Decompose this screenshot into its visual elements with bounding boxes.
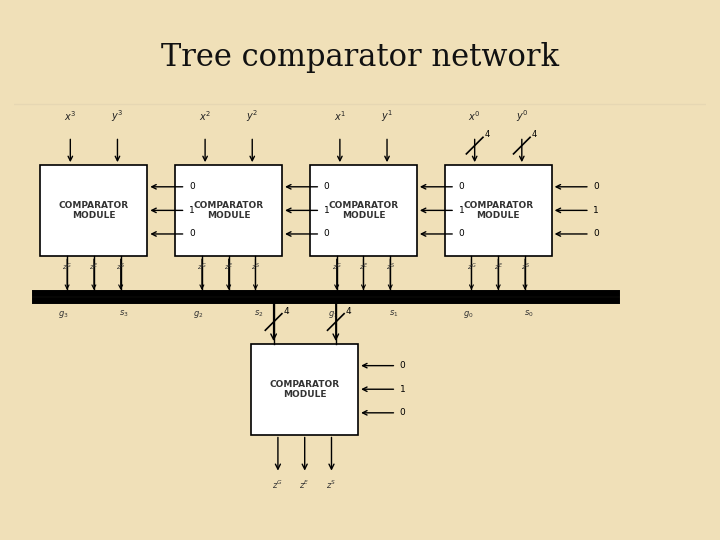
Text: $s_2$: $s_2$ bbox=[254, 309, 264, 319]
Text: 0: 0 bbox=[593, 183, 599, 191]
Text: 0: 0 bbox=[400, 361, 405, 370]
Text: $z^G$: $z^G$ bbox=[197, 262, 207, 273]
Text: 0: 0 bbox=[189, 183, 194, 191]
Text: 4: 4 bbox=[531, 130, 536, 139]
Text: $z^E$: $z^E$ bbox=[89, 262, 99, 273]
Text: $s_3$: $s_3$ bbox=[120, 309, 129, 319]
Text: 0: 0 bbox=[324, 183, 330, 191]
Text: 1: 1 bbox=[400, 384, 405, 394]
Bar bbox=[445, 165, 552, 256]
Text: COMPARATOR
MODULE: COMPARATOR MODULE bbox=[270, 380, 340, 399]
Text: 1: 1 bbox=[189, 206, 194, 215]
Text: COMPARATOR
MODULE: COMPARATOR MODULE bbox=[463, 201, 534, 220]
Text: $x^0$: $x^0$ bbox=[469, 109, 481, 123]
Text: $s_1$: $s_1$ bbox=[389, 309, 398, 319]
Text: $z^S$: $z^S$ bbox=[521, 262, 529, 273]
Text: 4: 4 bbox=[283, 307, 289, 316]
Text: $z^S$: $z^S$ bbox=[116, 262, 125, 273]
Text: $y^0$: $y^0$ bbox=[516, 108, 528, 124]
Text: 0: 0 bbox=[189, 230, 194, 239]
Text: 0: 0 bbox=[400, 408, 405, 417]
Text: $y^2$: $y^2$ bbox=[246, 108, 258, 124]
Text: $z^G$: $z^G$ bbox=[467, 262, 476, 273]
Text: 0: 0 bbox=[593, 230, 599, 239]
Text: $y^3$: $y^3$ bbox=[112, 108, 124, 124]
Text: $g_3$: $g_3$ bbox=[58, 309, 69, 320]
Text: $z^E$: $z^E$ bbox=[300, 478, 310, 491]
Text: 0: 0 bbox=[459, 183, 464, 191]
Text: $g_0$: $g_0$ bbox=[463, 309, 473, 320]
Text: 4: 4 bbox=[346, 307, 351, 316]
Text: COMPARATOR
MODULE: COMPARATOR MODULE bbox=[194, 201, 264, 220]
Text: $x^2$: $x^2$ bbox=[199, 109, 211, 123]
Text: 0: 0 bbox=[324, 230, 330, 239]
Text: $z^E$: $z^E$ bbox=[224, 262, 233, 273]
Text: $g_1$: $g_1$ bbox=[328, 309, 338, 320]
Text: $z^E$: $z^E$ bbox=[359, 262, 368, 273]
Text: $z^G$: $z^G$ bbox=[63, 262, 72, 273]
Text: $z^S$: $z^S$ bbox=[251, 262, 260, 273]
Text: $y^1$: $y^1$ bbox=[381, 108, 393, 124]
Bar bbox=[251, 344, 359, 435]
Text: $z^G$: $z^G$ bbox=[332, 262, 341, 273]
Text: 1: 1 bbox=[459, 206, 464, 215]
Text: 1: 1 bbox=[324, 206, 330, 215]
Bar bbox=[40, 165, 148, 256]
Bar bbox=[175, 165, 282, 256]
Text: $z^G$: $z^G$ bbox=[272, 478, 284, 491]
Text: $z^S$: $z^S$ bbox=[326, 478, 337, 491]
Text: $s_0$: $s_0$ bbox=[523, 309, 534, 319]
Text: $z^S$: $z^S$ bbox=[386, 262, 395, 273]
Text: $z^E$: $z^E$ bbox=[494, 262, 503, 273]
Bar bbox=[310, 165, 417, 256]
Text: $g_2$: $g_2$ bbox=[193, 309, 204, 320]
Text: 1: 1 bbox=[593, 206, 599, 215]
Text: $x^1$: $x^1$ bbox=[334, 109, 346, 123]
Text: Tree comparator network: Tree comparator network bbox=[161, 42, 559, 73]
Text: 4: 4 bbox=[485, 130, 490, 139]
Text: COMPARATOR
MODULE: COMPARATOR MODULE bbox=[59, 201, 129, 220]
Text: COMPARATOR
MODULE: COMPARATOR MODULE bbox=[328, 201, 398, 220]
Text: $x^3$: $x^3$ bbox=[64, 109, 76, 123]
Text: 0: 0 bbox=[459, 230, 464, 239]
